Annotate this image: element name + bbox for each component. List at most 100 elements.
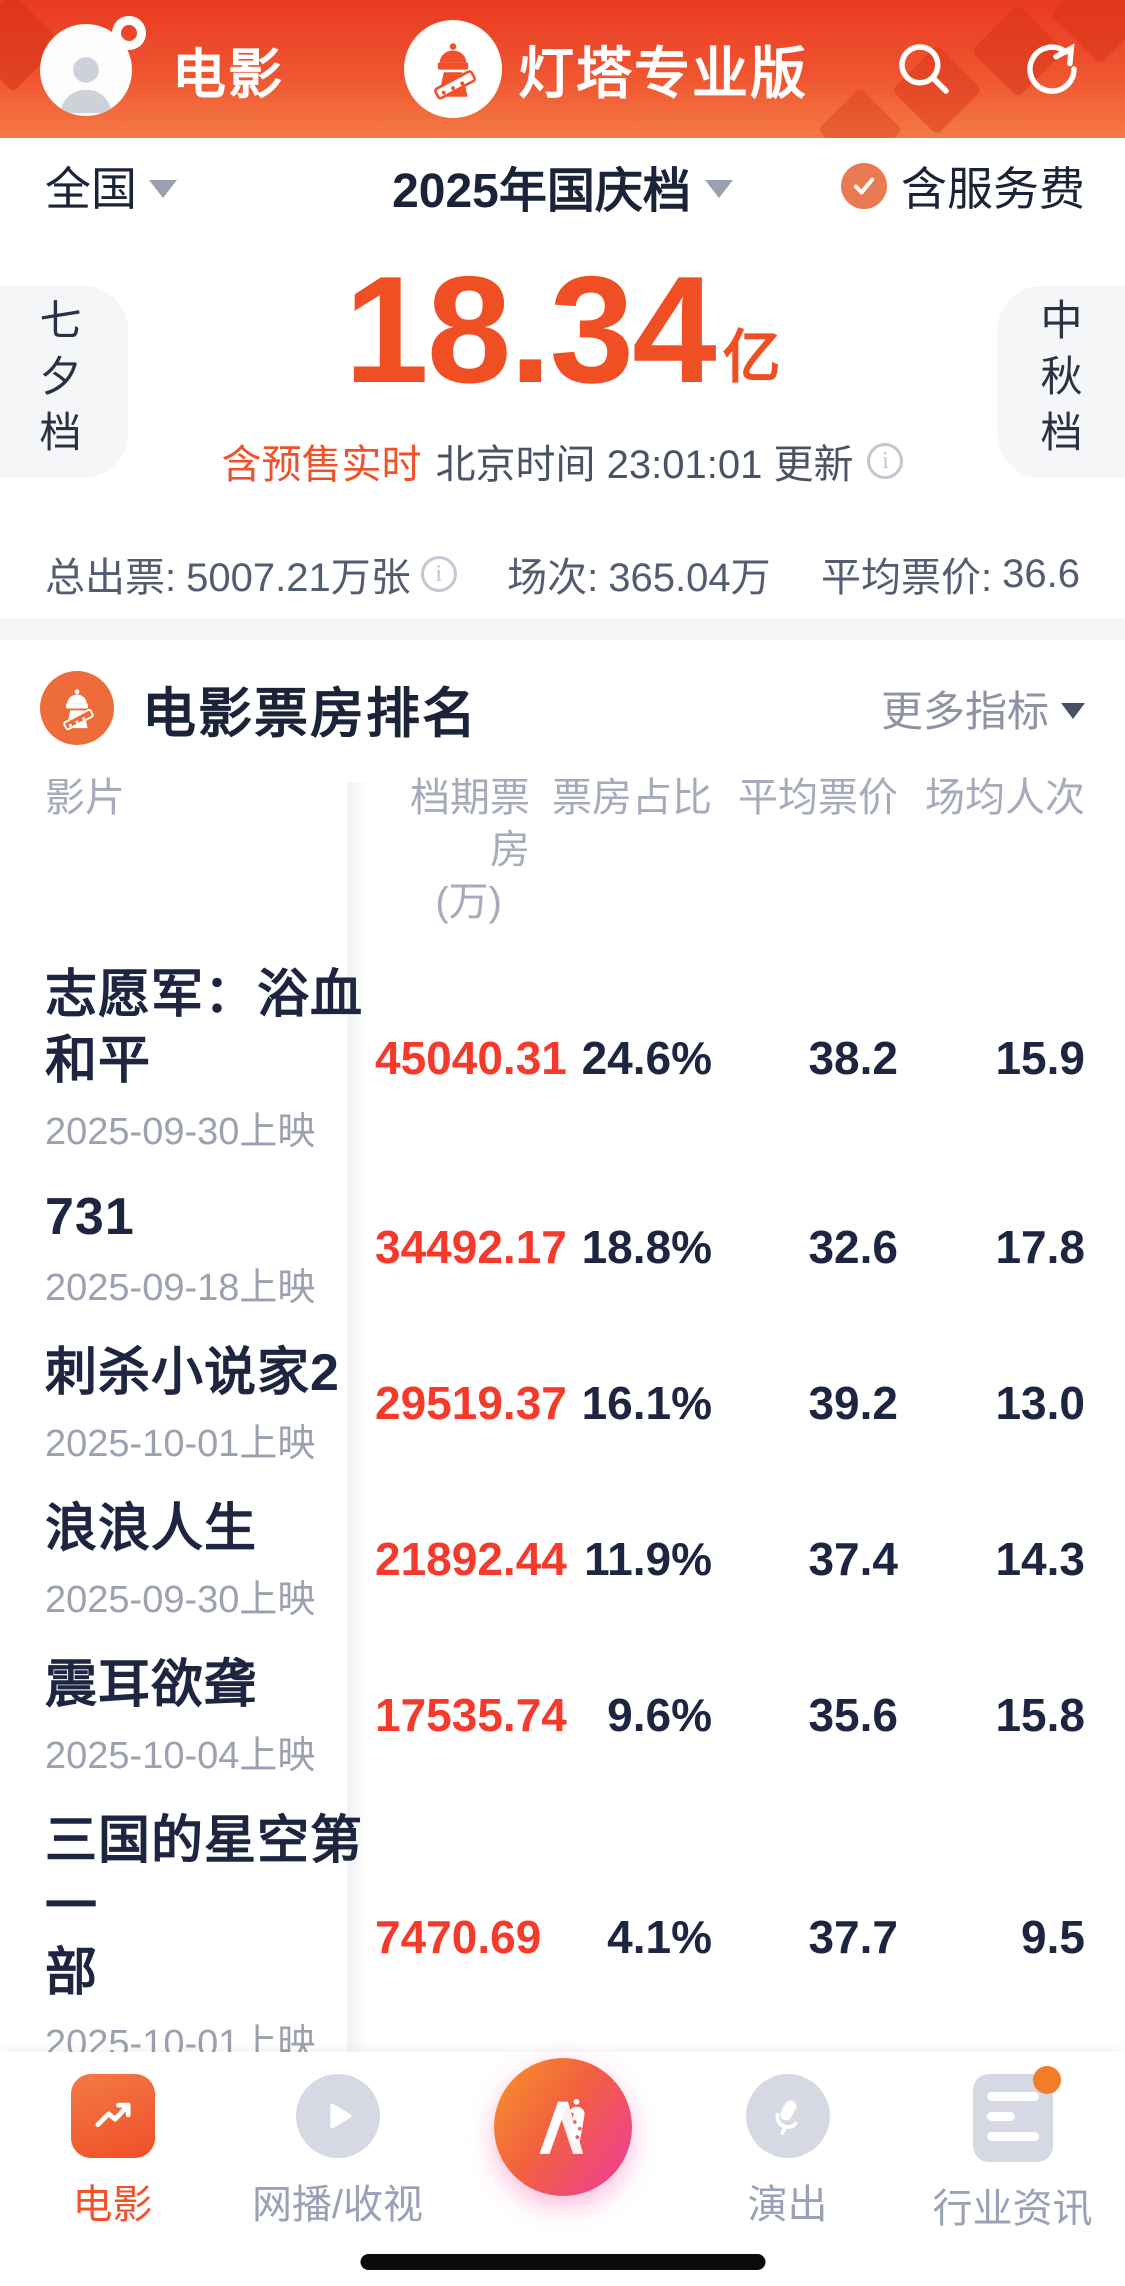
user-avatar[interactable] bbox=[40, 16, 146, 120]
presale-label: 含预售实时 bbox=[221, 443, 422, 487]
table-header-row: 影片 档期票房 (万) 票房占比 平均票价 场均人次 bbox=[0, 772, 1125, 928]
bottom-tab-bar: 电影 网播/收视 演出 bbox=[0, 2052, 1125, 2286]
service-fee-label: 含服务费 bbox=[901, 163, 1085, 215]
movie-avg-price: 37.7 bbox=[808, 1911, 898, 1963]
movie-gross: 45040.31 bbox=[375, 1032, 567, 1084]
stat-label: 场次: bbox=[507, 556, 599, 600]
microphone-icon bbox=[745, 2074, 830, 2158]
stat-total-tickets: 总出票: 5007.21万张 i bbox=[45, 545, 457, 603]
update-time-line: 含预售实时 北京时间 23:01:01 更新 i bbox=[0, 432, 1125, 490]
movie-cell: 刺杀小说家2 2025-10-01上映 bbox=[45, 1340, 375, 1466]
movie-row[interactable]: 浪浪人生 2025-09-30上映 21892.44 11.9% 37.4 14… bbox=[0, 1496, 1125, 1622]
stats-row: 总出票: 5007.21万张 i 场次: 365.04万 平均票价: 36.6 bbox=[0, 530, 1125, 618]
filter-row: 全国 2025年国庆档 含服务费 bbox=[0, 138, 1125, 234]
stat-label: 总出票: bbox=[45, 556, 177, 600]
movie-share: 24.6% bbox=[581, 1032, 712, 1084]
doc-line bbox=[986, 2132, 1039, 2141]
movie-avg-persons: 14.3 bbox=[995, 1533, 1085, 1585]
col-header-share[interactable]: 票房占比 bbox=[552, 776, 712, 820]
news-document-icon bbox=[972, 2066, 1061, 2162]
tab-industry-news[interactable]: 行业资讯 bbox=[900, 2052, 1125, 2286]
col-header-persons[interactable]: 场均人次 bbox=[925, 776, 1085, 820]
chevron-down-icon bbox=[704, 180, 733, 198]
movie-avg-price: 39.2 bbox=[808, 1377, 898, 1429]
movie-row[interactable]: 刺杀小说家2 2025-10-01上映 29519.37 16.1% 39.2 … bbox=[0, 1340, 1125, 1466]
movie-title: 刺杀小说家2 bbox=[45, 1344, 340, 1402]
region-selector[interactable]: 全国 bbox=[45, 153, 177, 219]
movie-avg-persons: 17.8 bbox=[995, 1221, 1085, 1273]
movie-share: 11.9% bbox=[584, 1533, 712, 1585]
stat-show-count: 场次: 365.04万 bbox=[507, 545, 770, 603]
movie-cell: 震耳欲聋 2025-10-04上映 bbox=[45, 1652, 375, 1778]
more-metrics-dropdown[interactable]: 更多指标 bbox=[881, 678, 1085, 739]
service-fee-toggle[interactable]: 含服务费 bbox=[841, 153, 1085, 219]
next-period-label: 中秋档 bbox=[1035, 298, 1082, 466]
col-header-price[interactable]: 平均票价 bbox=[738, 776, 898, 820]
box-office-summary: 七夕档 中秋档 18.34 亿 含预售实时 北京时间 23:01:01 更新 i bbox=[0, 234, 1125, 530]
movie-title: 浪浪人生 bbox=[45, 1500, 258, 1558]
stat-value: 36.6 bbox=[1002, 551, 1080, 596]
movie-row[interactable]: 志愿军：浴血 和平 2025-09-30上映 45040.31 24.6% 38… bbox=[0, 962, 1125, 1154]
movie-share: 4.1% bbox=[607, 1911, 712, 1963]
search-icon[interactable] bbox=[891, 36, 957, 102]
app-brand: 灯塔专业版 bbox=[404, 20, 808, 118]
movie-release-date: 2025-10-04上映 bbox=[45, 1735, 316, 1777]
movie-row[interactable]: 震耳欲聋 2025-10-04上映 17535.74 9.6% 35.6 15.… bbox=[0, 1652, 1125, 1778]
movie-row[interactable]: 731 2025-09-18上映 34492.17 18.8% 32.6 17.… bbox=[0, 1184, 1125, 1310]
stat-avg-price: 平均票价: 36.6 bbox=[821, 545, 1080, 603]
movie-avg-persons: 15.8 bbox=[995, 1689, 1085, 1741]
info-icon[interactable]: i bbox=[420, 556, 457, 592]
movie-share: 18.8% bbox=[581, 1221, 712, 1273]
home-indicator[interactable] bbox=[360, 2254, 765, 2270]
movie-ticket-icon bbox=[70, 2074, 155, 2158]
col-header-gross-unit: (万) bbox=[435, 880, 502, 924]
ranking-section: 电影票房排名 更多指标 影片 档期票房 (万) 票房占比 平均票价 场均人次 bbox=[0, 640, 1125, 2286]
prev-period-label: 七夕档 bbox=[34, 298, 81, 466]
movie-release-date: 2025-09-30上映 bbox=[45, 1111, 316, 1153]
movie-title: 731 bbox=[45, 1188, 135, 1246]
chevron-down-icon bbox=[149, 180, 177, 198]
tab-home-lighthouse[interactable] bbox=[450, 2052, 675, 2286]
tab-label: 网播/收视 bbox=[251, 2183, 424, 2227]
tab-streaming[interactable]: 网播/收视 bbox=[225, 2052, 450, 2286]
movie-release-date: 2025-10-01上映 bbox=[45, 1423, 316, 1465]
movie-row[interactable]: 三国的星空第一 部 2025-10-01上映 7470.69 4.1% 37.7… bbox=[0, 1808, 1125, 2066]
movie-gross: 34492.17 bbox=[375, 1221, 567, 1273]
tab-shows[interactable]: 演出 bbox=[675, 2052, 900, 2286]
tab-label: 演出 bbox=[747, 2183, 828, 2227]
total-box-office-unit: 亿 bbox=[722, 325, 781, 390]
movie-cell: 三国的星空第一 部 2025-10-01上映 bbox=[45, 1808, 375, 2066]
chevron-down-icon bbox=[1061, 703, 1085, 719]
movie-release-date: 2025-09-18上映 bbox=[45, 1267, 316, 1309]
prev-period-tab[interactable]: 七夕档 bbox=[0, 286, 128, 478]
avatar-ring-badge bbox=[112, 16, 146, 50]
region-label: 全国 bbox=[45, 163, 137, 215]
stat-label: 平均票价: bbox=[821, 556, 993, 600]
movie-title: 震耳欲聋 bbox=[45, 1656, 258, 1714]
movie-avg-price: 32.6 bbox=[808, 1221, 898, 1273]
period-selector[interactable]: 2025年国庆档 bbox=[0, 151, 1125, 221]
movie-avg-persons: 13.0 bbox=[995, 1377, 1085, 1429]
lighthouse-badge-icon bbox=[40, 671, 114, 745]
total-box-office: 18.34 亿 bbox=[0, 234, 1125, 410]
col-header-gross[interactable]: 档期票房 (万) bbox=[375, 772, 530, 928]
next-period-tab[interactable]: 中秋档 bbox=[997, 286, 1125, 478]
lighthouse-logo-icon bbox=[404, 20, 502, 118]
info-icon[interactable]: i bbox=[867, 443, 904, 479]
header-movie-label[interactable]: 电影 bbox=[172, 44, 284, 105]
update-timestamp: 北京时间 23:01:01 更新 bbox=[435, 443, 854, 487]
movie-gross: 21892.44 bbox=[375, 1533, 567, 1585]
tab-label: 行业资讯 bbox=[932, 2187, 1093, 2231]
app-title: 灯塔专业版 bbox=[518, 41, 808, 105]
tab-label: 电影 bbox=[72, 2183, 153, 2227]
tab-movies[interactable]: 电影 bbox=[0, 2052, 225, 2286]
stat-value: 5007.21万张 bbox=[186, 556, 411, 600]
notification-dot bbox=[1032, 2066, 1061, 2094]
lighthouse-ai-logo-icon bbox=[493, 2058, 632, 2196]
person-icon bbox=[59, 57, 113, 114]
total-box-office-value: 18.34 bbox=[344, 245, 716, 415]
movie-release-date: 2025-09-30上映 bbox=[45, 1579, 316, 1621]
refresh-icon[interactable] bbox=[1019, 36, 1085, 102]
movie-title: 三国的星空第一 部 bbox=[45, 1812, 364, 2002]
